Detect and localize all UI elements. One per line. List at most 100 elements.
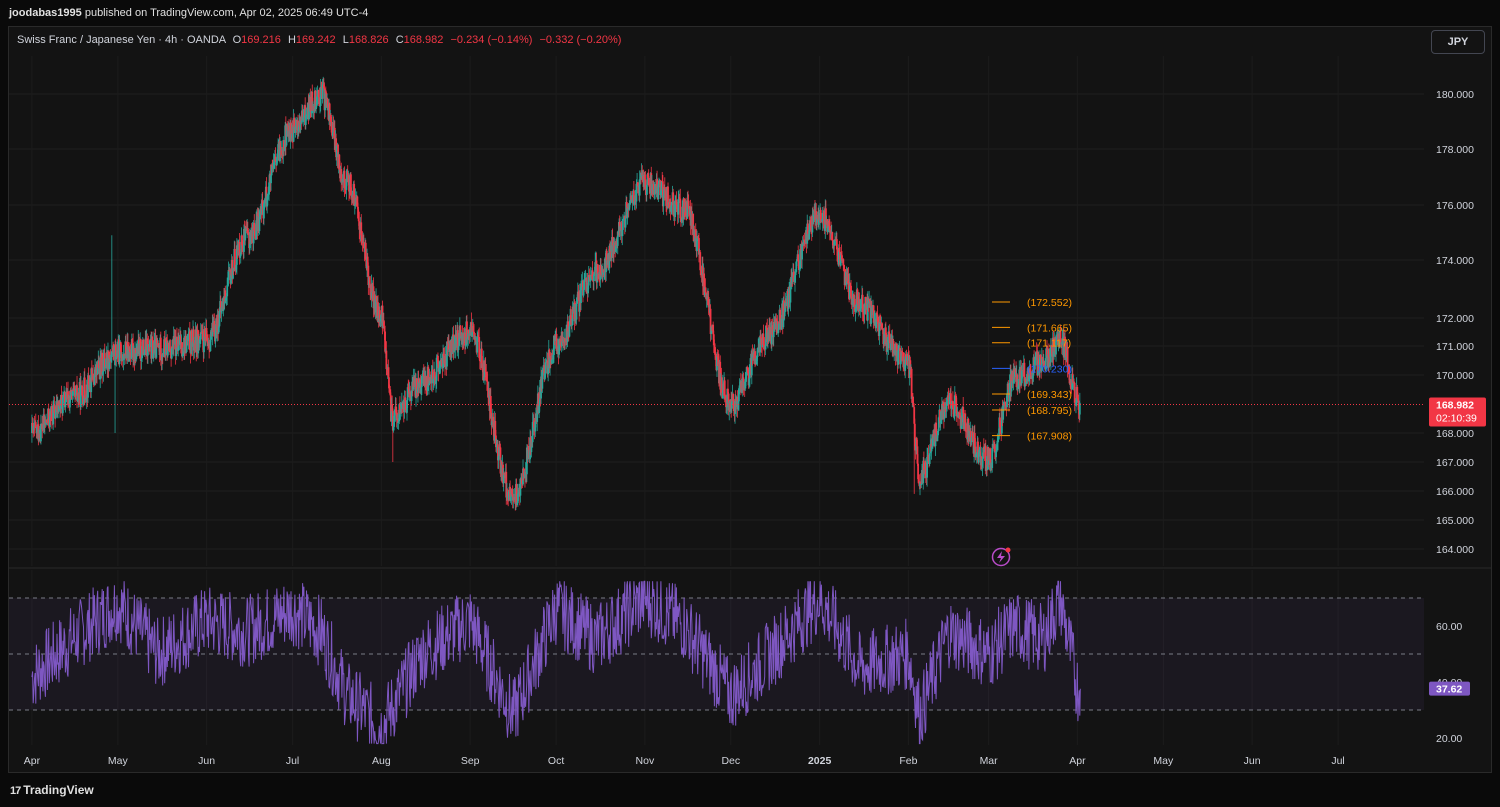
candle-body	[640, 172, 643, 179]
candle-body	[806, 223, 809, 234]
price-level: (170.230)	[992, 363, 1072, 375]
candle-body	[525, 447, 528, 475]
candle	[206, 330, 209, 343]
candle-body	[476, 336, 479, 353]
candle-body	[49, 411, 51, 428]
candle-body	[906, 355, 909, 361]
candle-body	[156, 337, 158, 346]
candle	[159, 331, 162, 366]
price-axis-tick: 170.000	[1436, 370, 1474, 382]
candle	[208, 334, 211, 359]
candle	[892, 338, 895, 357]
candle	[588, 268, 591, 279]
candle-body	[959, 415, 961, 417]
candle-body	[254, 230, 256, 232]
candle-body	[76, 398, 79, 401]
candle-body	[720, 377, 723, 393]
candle	[978, 447, 981, 455]
candle-body	[46, 422, 49, 424]
candle-body	[971, 431, 974, 441]
candle	[801, 242, 803, 269]
candle-body	[224, 290, 227, 301]
candle	[558, 336, 561, 359]
candle-body	[937, 430, 939, 436]
candle	[924, 460, 927, 483]
candle-body	[709, 308, 712, 334]
candle-body	[161, 354, 164, 361]
candle-body	[884, 327, 887, 335]
candle-body	[271, 164, 274, 166]
candle-body	[340, 168, 343, 182]
candle-body	[533, 420, 535, 428]
price-level: (167.908)	[992, 431, 1072, 443]
candle-body	[680, 220, 683, 221]
price-axis-tick: 167.000	[1436, 457, 1474, 469]
candle	[112, 341, 115, 360]
candle	[636, 182, 639, 194]
candle	[217, 308, 220, 341]
candle-body	[1063, 336, 1066, 358]
price-axis-tick: 180.000	[1436, 89, 1474, 101]
candle-body	[457, 345, 460, 351]
candle-body	[713, 345, 716, 348]
candle-body	[297, 120, 299, 132]
candle-body	[950, 393, 952, 409]
candle-body	[924, 462, 927, 476]
candle-body	[90, 368, 93, 393]
candle-body	[191, 341, 194, 347]
candle	[806, 219, 809, 235]
candle	[679, 188, 682, 223]
candle-body	[710, 326, 713, 334]
candle	[1059, 325, 1062, 346]
candle-body	[165, 337, 168, 342]
candle-body	[181, 354, 184, 357]
candle-body	[118, 342, 121, 364]
candle-body	[832, 245, 835, 249]
candle-body	[920, 484, 923, 485]
candle-body	[148, 340, 151, 348]
candle-body	[714, 354, 717, 358]
candle-body	[71, 390, 74, 396]
candle-body	[455, 334, 457, 338]
candle	[148, 338, 151, 352]
candle-body	[626, 207, 629, 219]
candle	[622, 217, 625, 221]
candle-body	[887, 331, 890, 349]
candle-body	[275, 158, 278, 166]
lightning-alert-icon[interactable]	[991, 547, 1011, 567]
notification-dot	[1005, 547, 1011, 553]
candle-body	[374, 299, 377, 313]
publisher-name[interactable]: joodabas1995	[9, 7, 82, 19]
candle-body	[279, 142, 282, 151]
time-axis-tick: Aug	[372, 755, 391, 767]
candle-body	[208, 343, 211, 349]
candle-body	[272, 162, 275, 169]
candle-body	[486, 380, 488, 382]
candle-body	[863, 303, 866, 315]
candle-body	[646, 174, 649, 185]
candle-body	[705, 292, 707, 299]
candle-body	[113, 348, 116, 357]
candle-body	[112, 347, 115, 353]
candle-body	[40, 424, 42, 442]
candle-body	[188, 331, 191, 351]
candle	[516, 483, 519, 508]
candle-body	[466, 336, 469, 339]
candle-body	[975, 454, 977, 458]
candle-body	[678, 196, 681, 199]
candle-body	[495, 435, 497, 448]
candle-body	[270, 175, 272, 184]
lightning-icon-bolt	[997, 551, 1005, 563]
candle	[379, 306, 381, 327]
candle-body	[1069, 383, 1072, 389]
candle-body	[101, 371, 104, 375]
candle-body	[989, 448, 992, 471]
candle-body	[542, 367, 544, 372]
candle-body	[1067, 366, 1070, 375]
candle	[744, 372, 747, 391]
candle	[253, 214, 256, 239]
candle	[1066, 342, 1069, 378]
candle	[142, 338, 145, 356]
